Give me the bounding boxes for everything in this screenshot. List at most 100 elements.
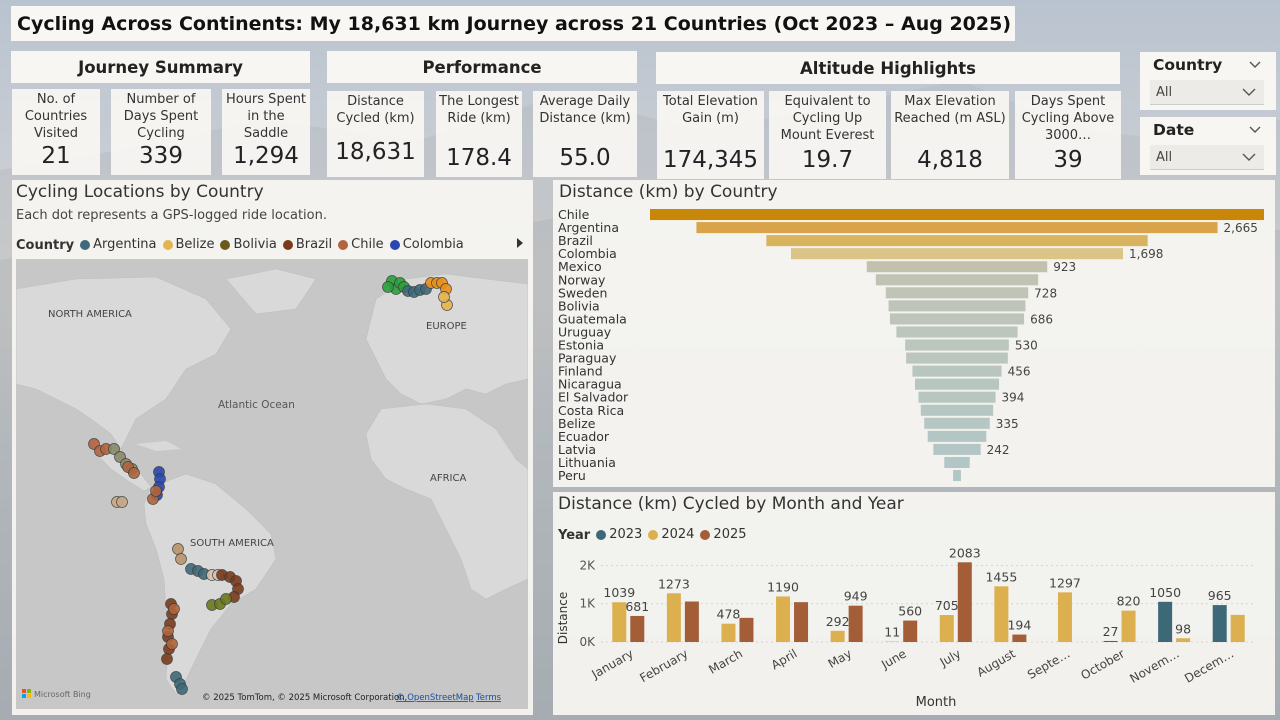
legend-dot — [700, 529, 711, 540]
gps-dot[interactable] — [161, 653, 173, 665]
month-bar[interactable] — [1212, 605, 1227, 642]
month-bar[interactable] — [1103, 640, 1118, 642]
legend-item[interactable]: 2025 — [700, 527, 747, 542]
y-axis-title: Distance — [556, 592, 570, 644]
country-bar[interactable] — [918, 391, 996, 403]
country-bar[interactable] — [866, 261, 1048, 273]
legend-dot — [338, 239, 349, 250]
legend-item[interactable]: Colombia — [389, 237, 464, 252]
bar-value-label: 1050 — [1149, 585, 1181, 600]
country-bar[interactable] — [905, 339, 1009, 351]
legend-item[interactable]: 2024 — [648, 527, 694, 542]
gps-dot[interactable] — [438, 291, 450, 303]
bar-value-label: 681 — [625, 599, 649, 614]
month-bar[interactable] — [1158, 601, 1173, 642]
month-bar[interactable] — [903, 620, 918, 642]
legend-item[interactable]: Belize — [162, 237, 215, 252]
bar-value-label: 965 — [1208, 588, 1232, 603]
country-label: Guatemala — [558, 311, 627, 326]
chevron-down-icon[interactable] — [1248, 58, 1262, 72]
legend-item[interactable]: Argentina — [80, 237, 157, 252]
kpi-value: 339 — [139, 143, 183, 169]
gps-dot[interactable] — [382, 281, 394, 293]
label-south-america: SOUTH AMERICA — [190, 538, 274, 549]
country-bar[interactable] — [650, 209, 1264, 221]
date-dropdown[interactable]: All — [1150, 145, 1264, 170]
month-bar[interactable] — [957, 562, 972, 642]
country-bar[interactable] — [696, 222, 1218, 234]
country-bar[interactable] — [875, 274, 1039, 286]
kpi-days-above-3000: Days Spent Cycling Above 3000… 39 — [1015, 91, 1121, 179]
gps-dot[interactable] — [108, 443, 120, 455]
country-bar[interactable] — [885, 287, 1029, 299]
kpi-label: Total Elevation Gain (m) — [663, 94, 758, 126]
country-slicer[interactable]: Country All — [1140, 52, 1276, 110]
legend-item[interactable]: 2023 — [596, 527, 642, 542]
country-bar[interactable] — [924, 417, 990, 429]
month-bar[interactable] — [794, 602, 809, 642]
country-bar[interactable] — [888, 300, 1026, 312]
month-legend: Year 2023 2024 2025 — [558, 527, 753, 544]
country-bar[interactable] — [766, 235, 1148, 247]
country-bar[interactable] — [914, 378, 1000, 390]
kpi-label: Hours Spent in the Saddle — [225, 92, 307, 141]
legend-item[interactable]: Brazil — [282, 237, 332, 252]
month-bar[interactable] — [776, 596, 791, 642]
map-legend: Country Argentina Belize Bolivia Brazil Chil… — [16, 237, 470, 254]
map-visual: Cycling Locations by Country Each dot re… — [12, 180, 533, 715]
country-dropdown[interactable]: All — [1150, 80, 1264, 105]
legend-label: 2024 — [661, 527, 695, 542]
month-bar[interactable] — [830, 630, 845, 642]
openstreetmap-link[interactable]: © OpenStreetMap — [396, 693, 474, 703]
month-tick-label: January — [589, 646, 636, 681]
month-bar[interactable] — [848, 605, 863, 642]
date-slicer[interactable]: Date All — [1140, 117, 1276, 175]
legend-label: Belize — [175, 237, 215, 252]
gps-dot[interactable] — [128, 467, 140, 479]
kpi-label: Equivalent to Cycling Up Mount Everest — [780, 94, 875, 143]
country-bar[interactable] — [920, 404, 994, 416]
month-bar[interactable] — [1176, 638, 1191, 642]
month-bar[interactable] — [666, 593, 681, 642]
month-bar[interactable] — [739, 617, 754, 642]
bar-value-label: 194 — [1007, 618, 1031, 633]
month-bar[interactable] — [630, 615, 645, 642]
world-map[interactable]: NORTH AMERICA Atlantic Ocean EUROPE AFRI… — [16, 259, 528, 709]
country-bar[interactable] — [944, 456, 970, 468]
gps-dot[interactable] — [168, 603, 180, 615]
month-bar[interactable] — [1057, 592, 1072, 642]
month-bar[interactable] — [1121, 610, 1136, 642]
chevron-down-icon[interactable] — [1248, 123, 1262, 137]
month-bar[interactable] — [1012, 634, 1027, 642]
country-bar[interactable] — [790, 248, 1124, 260]
gps-dot[interactable] — [150, 485, 162, 497]
country-bar[interactable] — [927, 430, 987, 442]
legend-item[interactable]: Chile — [338, 237, 384, 252]
country-bar[interactable] — [896, 326, 1018, 338]
month-bar[interactable] — [1230, 614, 1245, 642]
gps-dot[interactable] — [166, 638, 178, 650]
country-label: Belize — [558, 416, 596, 431]
month-bar[interactable] — [721, 623, 736, 642]
month-bar[interactable] — [939, 615, 954, 642]
month-bar[interactable] — [994, 586, 1009, 642]
country-bar[interactable] — [953, 470, 961, 482]
country-bar[interactable] — [912, 365, 1002, 377]
gps-dot[interactable] — [176, 683, 188, 695]
legend-item[interactable]: Bolivia — [220, 237, 277, 252]
month-bar[interactable] — [612, 602, 627, 642]
gps-dot[interactable] — [172, 543, 184, 555]
month-bar-chart[interactable]: 0K 1K 2K Distance Month January February March A… — [553, 492, 1275, 715]
month-bar[interactable] — [684, 601, 699, 642]
gps-dot[interactable] — [220, 593, 232, 605]
gps-dot[interactable] — [175, 553, 187, 565]
gps-dot[interactable] — [162, 625, 174, 637]
gps-dot[interactable] — [116, 496, 128, 508]
gps-dots[interactable] — [88, 275, 453, 695]
terms-link[interactable]: Terms — [475, 693, 502, 703]
country-bar[interactable] — [933, 443, 981, 455]
country-bar[interactable] — [906, 352, 1008, 364]
legend-scroll-right-icon[interactable] — [515, 237, 525, 249]
country-bar[interactable] — [889, 313, 1025, 325]
